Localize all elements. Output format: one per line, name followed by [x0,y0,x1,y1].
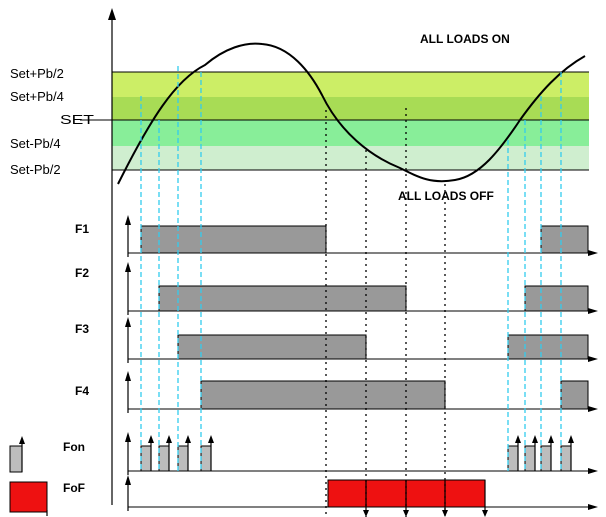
fon-pulse [524,445,536,472]
row-baseline-arrow [588,406,598,412]
load-bar-f3-late [507,334,589,360]
row-label-fof: FoF [63,481,85,495]
fof-arrow [442,510,448,517]
fon-pulse [140,445,152,472]
row-baseline-arrow [588,308,598,314]
load-bar-f2 [158,285,407,312]
row-axis-arrow [125,215,131,225]
pulse-marks [140,435,574,517]
fon-pulse-arrow [166,435,172,443]
annotation-all-loads-off: ALL LOADS OFF [398,189,494,203]
row-label-f4: F4 [75,384,89,398]
fon-pulse-arrow [515,435,521,443]
row-baseline-arrow [588,250,598,256]
row-axis-arrow [125,317,131,327]
band-labels: Set+Pb/2 Set+Pb/4 SET Set-Pb/4 Set-Pb/2 [10,66,94,177]
fon-pulse [540,445,552,472]
fof-arrow [363,510,369,517]
load-bar-f4-late [560,380,589,410]
fon-pulse [507,445,519,472]
label-set-plus-pb2: Set+Pb/2 [10,66,64,81]
load-bar-f4 [200,380,446,410]
fon-pulse [200,445,212,472]
row-label-f3: F3 [75,322,89,336]
fon-pulse [177,445,189,472]
band-outer-top [112,72,589,97]
row-label-fon: Fon [63,440,85,454]
band-inner-bottom [112,120,589,146]
guide-lines [140,66,562,517]
row-axis-arrow [125,432,131,442]
fof-arrow [403,510,409,517]
load-bar-f1 [140,225,327,254]
fon-pulse-arrow [568,435,574,443]
label-set: SET [60,112,94,127]
load-bar-f1-late [540,225,589,254]
proportional-band [80,71,589,171]
fon-pulse-arrow [532,435,538,443]
label-set-minus-pb4: Set-Pb/4 [10,136,61,151]
fon-pulse [158,445,170,472]
fof-legend-icon [9,481,48,516]
annotation-all-loads-on: ALL LOADS ON [420,32,510,46]
fof-arrow [482,510,488,517]
fon-pulse [560,445,572,472]
row-baseline-arrow [588,468,598,474]
load-bar-f2-late [524,285,589,312]
row-axis-arrow [125,371,131,381]
load-bars [140,225,589,410]
fon-pulse-arrow [208,435,214,443]
temperature-curve [117,42,586,185]
fon-legend-icon [9,436,25,473]
row-label-f1: F1 [75,222,89,236]
row-label-f2: F2 [75,266,89,280]
row-axis-arrow [125,262,131,272]
load-bar-f3 [177,334,367,360]
band-outer-bottom [112,146,589,170]
main-y-axis-arrow [108,8,116,20]
row-axis-arrow [125,475,131,485]
fon-pulse-arrow [148,435,154,443]
row-baseline-arrow [588,356,598,362]
label-set-plus-pb4: Set+Pb/4 [10,89,64,104]
band-inner-top [112,97,589,120]
fon-pulse-arrow [548,435,554,443]
fon-pulse-arrow [185,435,191,443]
label-set-minus-pb2: Set-Pb/2 [10,162,61,177]
row-baseline-arrow [588,504,598,510]
